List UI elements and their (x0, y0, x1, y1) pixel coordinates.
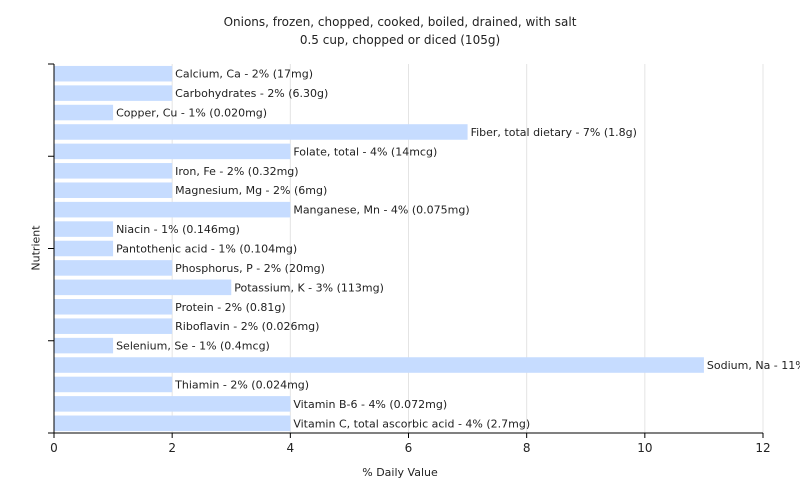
bar (54, 357, 704, 373)
bar (54, 221, 114, 237)
bar-label: Vitamin B-6 - 4% (0.072mg) (293, 398, 447, 411)
bar (54, 376, 173, 393)
x-tick-label: 2 (168, 441, 176, 455)
chart-subtitle: 0.5 cup, chopped or diced (105g) (299, 33, 501, 47)
bar-label: Pantothenic acid - 1% (0.104mg) (116, 243, 297, 256)
bar (54, 201, 291, 218)
x-axis-label: % Daily Value (362, 466, 438, 479)
x-tick-label: 4 (287, 441, 295, 455)
bar-label: Carbohydrates - 2% (6.30g) (175, 87, 328, 100)
chart-title: Onions, frozen, chopped, cooked, boiled,… (223, 15, 577, 29)
bar (54, 124, 468, 140)
bar-label: Vitamin C, total ascorbic acid - 4% (2.7… (293, 417, 530, 430)
x-tick-label: 0 (50, 441, 58, 455)
bar (54, 298, 173, 315)
bar-label: Fiber, total dietary - 7% (1.8g) (471, 126, 637, 139)
x-tick-label: 6 (405, 441, 413, 455)
bar (54, 318, 173, 334)
bar-label: Manganese, Mn - 4% (0.075mg) (293, 204, 469, 217)
bar (54, 396, 291, 412)
bar (54, 415, 291, 432)
bar-label: Copper, Cu - 1% (0.020mg) (116, 107, 267, 120)
bar-label: Potassium, K - 3% (113mg) (234, 281, 384, 294)
bar (54, 85, 173, 101)
bar (54, 182, 173, 199)
bar (54, 163, 173, 179)
bar (54, 337, 114, 354)
bar (54, 65, 173, 82)
bar-label: Calcium, Ca - 2% (17mg) (175, 68, 313, 81)
x-tick-label: 8 (523, 441, 531, 455)
x-tick-label: 10 (637, 441, 652, 455)
bar-label: Thiamin - 2% (0.024mg) (174, 378, 309, 391)
bar (54, 104, 114, 121)
bar-label: Riboflavin - 2% (0.026mg) (175, 320, 319, 333)
bar-label: Niacin - 1% (0.146mg) (116, 223, 240, 236)
bar-label: Sodium, Na - 11% (260mg) (707, 359, 800, 372)
bar (54, 279, 232, 296)
bar (54, 143, 291, 160)
bar-label: Iron, Fe - 2% (0.32mg) (175, 165, 298, 178)
bar-label: Protein - 2% (0.81g) (175, 301, 286, 314)
bar (54, 260, 173, 276)
bar-label: Phosphorus, P - 2% (20mg) (175, 262, 325, 275)
bar (54, 240, 114, 257)
bar-label: Folate, total - 4% (14mcg) (293, 145, 437, 158)
x-tick-label: 12 (755, 441, 770, 455)
bar-label: Selenium, Se - 1% (0.4mcg) (116, 340, 270, 353)
bar-label: Magnesium, Mg - 2% (6mg) (175, 184, 327, 197)
